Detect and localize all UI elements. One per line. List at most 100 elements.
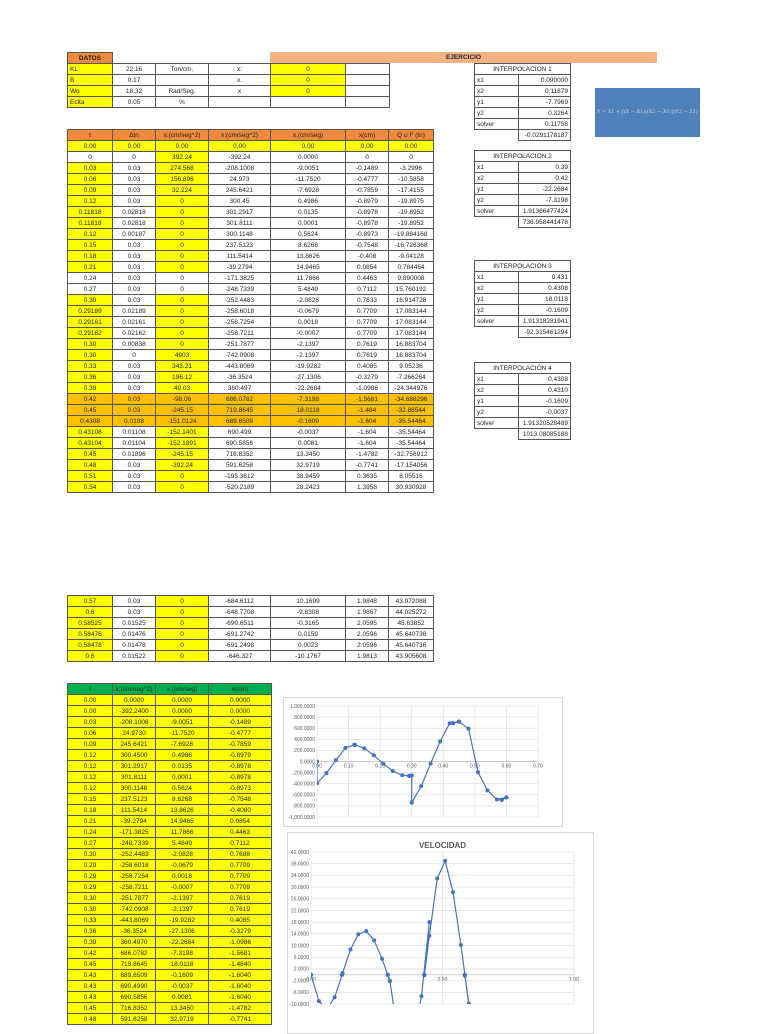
table-cell[interactable]: 0 [155,595,209,607]
table-cell[interactable]: 16.883704 [388,349,434,361]
table-cell[interactable]: 0.18 [67,250,113,262]
interp-label[interactable]: solver [474,315,519,327]
interpolation-title[interactable]: INTERPOLACION 1 [473,63,572,75]
table-cell[interactable]: -1.4782 [208,1002,272,1014]
interp-label[interactable]: y1 [474,293,519,305]
table-cell[interactable]: 0.7709 [345,316,389,328]
table-cell[interactable]: 300.4500 [112,749,156,761]
table-cell[interactable]: 0 [155,217,209,229]
column-header[interactable]: s:(cm/seg^2) [155,129,209,141]
velocity-chart[interactable]: 0.00 0.50 1.00 42.0000 38.0000 34.0000 30.0000… [287,832,594,1034]
table-cell[interactable]: -17.4155 [388,184,434,196]
table-cell[interactable]: 0.7709 [208,870,272,882]
param-label[interactable]: Wo [67,85,113,97]
initial-var-label[interactable]: x. [208,74,271,86]
table-cell[interactable]: -7.6928 [155,738,209,750]
interp-label[interactable]: x2 [474,282,519,294]
table-cell[interactable]: 690.5856 [208,437,271,449]
table-cell[interactable]: 0.58525 [67,617,113,629]
param-unit[interactable]: % [155,96,209,108]
table-cell[interactable]: 0.0000 [208,694,272,706]
table-cell[interactable]: -0.0679 [270,305,346,317]
table-cell[interactable]: -98.06 [155,393,209,405]
table-cell[interactable]: -258.6018 [112,859,156,871]
table-cell[interactable]: 0.29 [67,870,113,882]
interp-label[interactable]: x2 [474,384,519,396]
table-cell[interactable]: 0.0108 [112,415,156,427]
table-cell[interactable]: 0.30 [67,892,113,904]
table-cell[interactable]: 0.4986 [270,195,346,207]
param-unit[interactable] [155,74,209,86]
table-cell[interactable]: 300.1148 [208,228,271,240]
table-cell[interactable]: 8.05516 [388,470,434,482]
table-cell[interactable]: 24.973 [208,173,271,185]
table-cell[interactable]: -742.0908 [112,903,156,915]
table-cell[interactable]: -443.8069 [112,914,156,926]
param-label[interactable]: KL [67,63,113,75]
table-cell[interactable]: -171.3825 [208,272,271,284]
table-cell[interactable]: 0 [155,628,209,640]
table-cell[interactable]: 0.57 [67,595,113,607]
interp-value[interactable]: 18.0118 [517,293,572,305]
table-cell[interactable]: -0.7548 [345,239,389,251]
table-cell[interactable]: -0.1609 [270,415,346,427]
table-cell[interactable]: 0.30 [67,294,113,306]
table-cell[interactable]: -258.7254 [208,316,271,328]
table-cell[interactable]: 0.7709 [208,859,272,871]
interp-label[interactable]: solver [474,118,519,130]
table-cell[interactable]: 0.30 [67,903,113,915]
table-cell[interactable]: -7.266264 [388,371,434,383]
table-cell[interactable]: -10.5858 [388,173,434,185]
table-cell[interactable]: 0.03 [112,606,156,618]
blank-cell[interactable] [345,74,390,86]
table-cell[interactable]: 0.0159 [270,628,346,640]
table-cell[interactable]: 0.03 [112,371,156,383]
table-cell[interactable]: 32.224 [155,184,209,196]
table-cell[interactable]: 245.6421 [208,184,271,196]
table-cell[interactable]: 28.2423 [270,481,346,493]
table-cell[interactable]: 0 [155,272,209,284]
table-cell[interactable]: 0.00 [208,140,271,152]
table-cell[interactable]: -0.0679 [155,859,209,871]
table-cell[interactable]: -0.8979 [345,195,389,207]
table-cell[interactable]: -0.8973 [345,228,389,240]
table-cell[interactable]: 14.9465 [155,815,209,827]
table-cell[interactable]: -1.6040 [208,991,272,1003]
table-cell[interactable]: 0.0000 [112,694,156,706]
table-cell[interactable]: 0.30 [67,338,113,350]
table-cell[interactable]: 0.12 [67,228,113,240]
table-cell[interactable]: -252.4483 [112,848,156,860]
table-cell[interactable]: 0.12 [67,782,113,794]
param-value[interactable]: 0.05 [112,96,156,108]
table-cell[interactable]: 0.0854 [208,815,272,827]
param-value[interactable]: 22.16 [112,63,156,75]
table-cell[interactable]: -0.3165 [270,617,346,629]
table-cell[interactable]: -0.3279 [345,371,389,383]
table-cell[interactable]: -0.7859 [208,738,272,750]
table-cell[interactable]: -32.88544 [388,404,434,416]
interpolation-title[interactable]: INTERPOLACIÓN 4 [473,362,572,374]
interp-value[interactable]: 1.91320528489 [517,417,572,429]
table-cell[interactable]: -1.4782 [345,448,389,460]
table-cell[interactable]: -19.884168 [388,228,434,240]
table-cell[interactable]: 0.42 [67,947,113,959]
table-cell[interactable]: 0.7619 [208,892,272,904]
table-cell[interactable]: 591.6258 [112,1013,156,1025]
table-cell[interactable]: -1.604 [345,426,389,438]
table-cell[interactable]: -0.0037 [155,980,209,992]
table-cell[interactable]: 0.0001 [155,771,209,783]
table-cell[interactable]: -258.6018 [208,305,271,317]
column-header[interactable]: Δtn [112,129,156,141]
table-cell[interactable]: 300.45 [208,195,271,207]
table-cell[interactable]: 716.8352 [112,1002,156,1014]
table-cell[interactable]: -0.8978 [345,217,389,229]
interp-value[interactable]: 0.39 [517,161,572,173]
interp-label[interactable]: x2 [474,85,519,97]
table-cell[interactable]: 9.890008 [388,272,434,284]
interp-value[interactable]: -7.3198 [517,194,572,206]
blank-cell[interactable] [345,96,390,108]
table-cell[interactable]: 0.03 [112,459,156,471]
table-cell[interactable]: -11.7520 [155,727,209,739]
table-cell[interactable]: 0.48 [67,1013,113,1025]
table-cell[interactable]: 719.8645 [208,404,271,416]
